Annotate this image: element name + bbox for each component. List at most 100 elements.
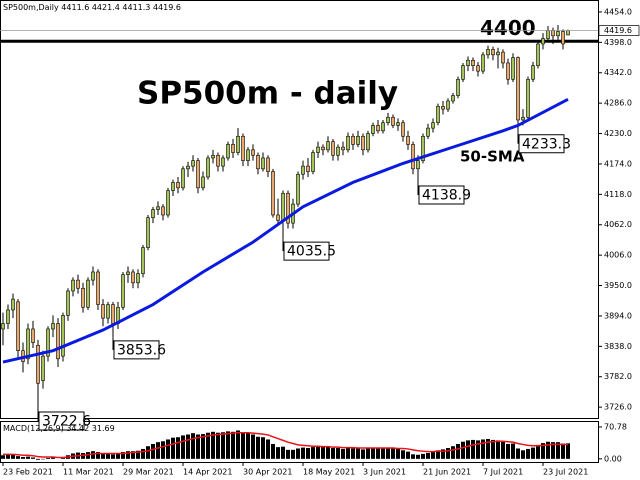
candle-body [391, 116, 395, 126]
low: 4411.3 [122, 3, 150, 12]
candle-body [16, 301, 20, 351]
candle-body [296, 173, 300, 205]
macd-bar [106, 453, 110, 459]
macd-bar [546, 441, 550, 459]
candle-body [366, 133, 370, 151]
signal-line [3, 431, 569, 459]
macd-bar [506, 443, 510, 459]
macd-bar [501, 441, 505, 459]
main-frame [0, 0, 599, 419]
x-tick-label: 30 Apr 2021 [243, 468, 292, 477]
macd-bar [136, 450, 140, 459]
macd-bar [401, 450, 405, 459]
candle-body [86, 279, 90, 308]
candle-body [301, 165, 305, 175]
macd-bar [246, 433, 250, 459]
macd-bar [276, 447, 280, 459]
candle-body [371, 125, 375, 134]
candle-body [446, 100, 450, 110]
macd-bar [306, 448, 310, 459]
candle-body [311, 152, 315, 172]
candle-body [356, 135, 360, 145]
macd-bar [416, 454, 420, 459]
x-tick-label: 23 Feb 2021 [3, 468, 53, 477]
macd-bar [476, 440, 480, 459]
candle-body [201, 176, 205, 189]
annotation-label: 4138.9 [422, 187, 471, 203]
macd-bar [461, 441, 465, 459]
high: 4421.4 [92, 3, 120, 12]
candle-body [101, 304, 105, 319]
macd-bar [166, 439, 170, 459]
macd-bar [21, 457, 25, 459]
macd-bar [471, 439, 475, 459]
macd-bar [116, 453, 120, 459]
candle-body [566, 30, 570, 36]
candle-body [396, 122, 400, 126]
candle-body [41, 355, 45, 381]
macd-bar [31, 457, 35, 459]
candle-body [496, 51, 500, 56]
macd-bar [6, 454, 10, 459]
macd-bar [121, 452, 125, 459]
macd-bar [356, 448, 360, 459]
candle-body [451, 95, 455, 102]
macd-bar [326, 446, 330, 459]
candle-body [406, 135, 410, 145]
macd-bar [201, 434, 205, 459]
x-tick-label: 18 May 2021 [303, 468, 355, 477]
macd-bar [296, 448, 300, 459]
y-tick-label: 3894.0 [604, 311, 632, 320]
macd-bar [286, 449, 290, 459]
macd-bar [126, 451, 130, 459]
macd-bar [391, 448, 395, 459]
candle-body [151, 209, 155, 218]
annotation-box [283, 241, 330, 261]
macd-bar [46, 457, 50, 459]
candle-body [516, 57, 520, 121]
macd-bar [566, 443, 570, 459]
macd-tick-label: 0.00 [604, 454, 622, 463]
x-tick-label: 11 Mar 2021 [63, 468, 114, 477]
candle-body [1, 323, 5, 330]
macd-bar [131, 451, 135, 459]
candle-body [376, 125, 380, 132]
candle-body [331, 141, 335, 156]
header: SP500m,Daily 4411.6 4421.4 4411.3 4419.6 [3, 3, 181, 12]
candle-body [31, 328, 35, 343]
candle-body [531, 65, 535, 80]
symbol: SP500m,Daily [3, 3, 59, 12]
candle-body [511, 57, 515, 80]
macd-bar [466, 440, 470, 459]
candle-body [131, 271, 135, 284]
macd-bar [541, 443, 545, 459]
macd-bar [156, 442, 160, 459]
y-tick-label: 4286.0 [604, 99, 632, 108]
macd-bar [211, 431, 215, 459]
candle-body [351, 135, 355, 145]
macd-bar [341, 448, 345, 459]
macd-bar [406, 451, 410, 459]
candle-body [111, 304, 115, 324]
candle-body [6, 309, 10, 324]
candle-body [66, 290, 70, 316]
macd-bar [226, 431, 230, 459]
candle-body [316, 146, 320, 153]
macd-bar [521, 450, 525, 459]
macd-bar [321, 447, 325, 459]
macd-name: MACD(12,26,9) [3, 424, 64, 433]
y-tick-label: 3950.0 [604, 281, 632, 290]
candle-body [206, 157, 210, 178]
macd-bar [481, 439, 485, 459]
candle-body [286, 192, 290, 224]
macd-bar [351, 448, 355, 459]
macd-bar [331, 448, 335, 459]
candle-body [281, 192, 285, 221]
candle-body [476, 65, 480, 72]
macd-bar [311, 447, 315, 459]
macd-bar [181, 435, 185, 459]
macd-bar [361, 449, 365, 459]
macd-bar [281, 446, 285, 459]
candle-body [436, 106, 440, 123]
